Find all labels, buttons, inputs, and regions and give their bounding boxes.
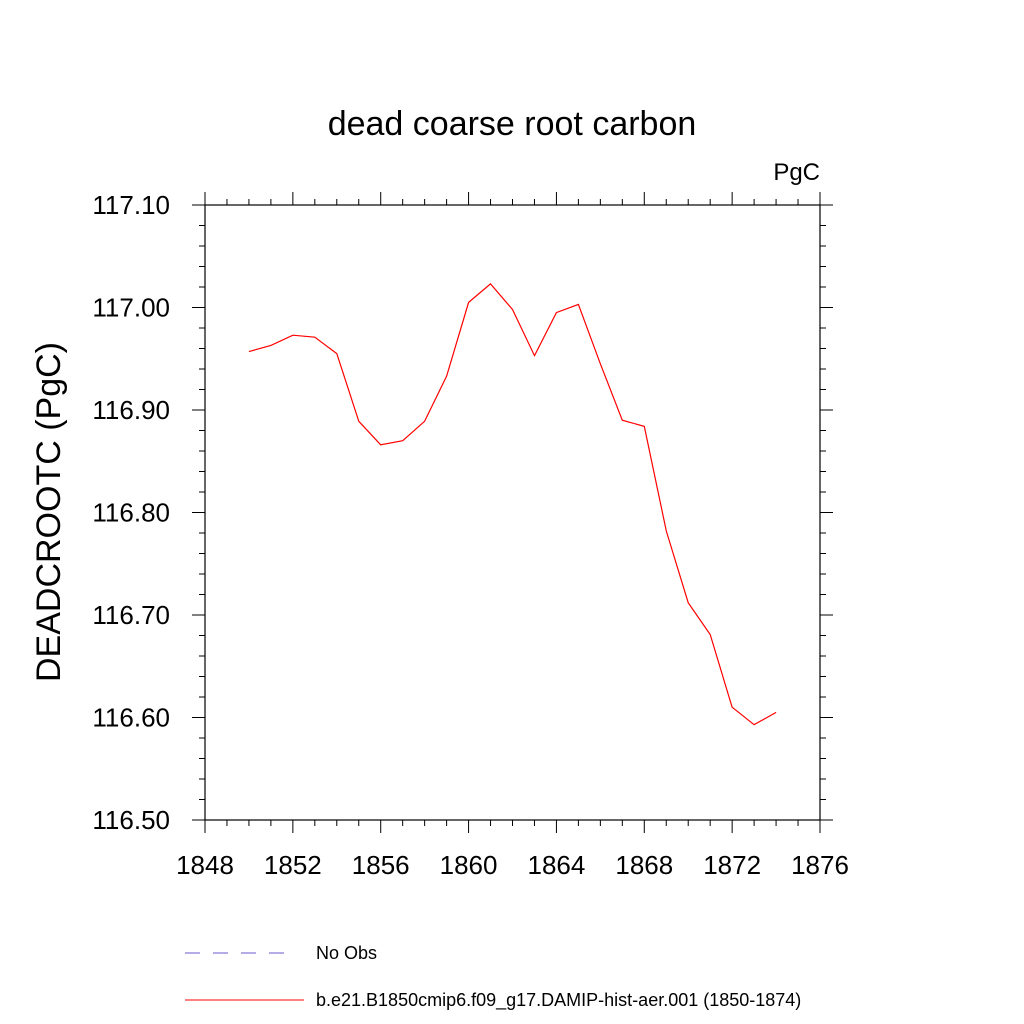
x-tick-label: 1864 [528,850,586,880]
y-tick-label: 116.70 [92,600,170,630]
y-tick-label: 116.80 [92,498,170,528]
legend-entry-label: b.e21.B1850cmip6.f09_g17.DAMIP-hist-aer.… [316,990,801,1011]
x-tick-label: 1876 [791,850,849,880]
x-tick-label: 1868 [615,850,673,880]
y-tick-label: 116.90 [92,395,170,425]
x-tick-label: 1860 [440,850,498,880]
x-tick-label: 1872 [703,850,761,880]
y-tick-labels: 116.50 116.60 116.70 116.80 116.90 117.00 117.… [92,190,170,835]
units-label: PgC [773,159,820,186]
series-layer [248,283,777,726]
series-line [248,283,777,726]
y-tick-label: 116.50 [92,805,170,835]
x-tick-labels: 1848 1852 1856 1860 1864 1868 1872 1876 [176,850,849,880]
legend-entry-label: No Obs [316,943,377,963]
chart-title: dead coarse root carbon [328,105,697,143]
y-tick-label: 116.60 [92,703,170,733]
axis-ticks [192,192,833,833]
y-axis-label: DEADCROOTC (PgC) [30,342,68,682]
x-tick-label: 1852 [264,850,322,880]
x-tick-label: 1856 [352,850,410,880]
y-tick-label: 117.00 [92,293,170,323]
legend: No Obs b.e21.B1850cmip6.f09_g17.DAMIP-his… [185,943,801,1011]
plot-frame [204,204,821,821]
y-tick-label: 117.10 [92,190,170,220]
x-tick-label: 1848 [176,850,234,880]
